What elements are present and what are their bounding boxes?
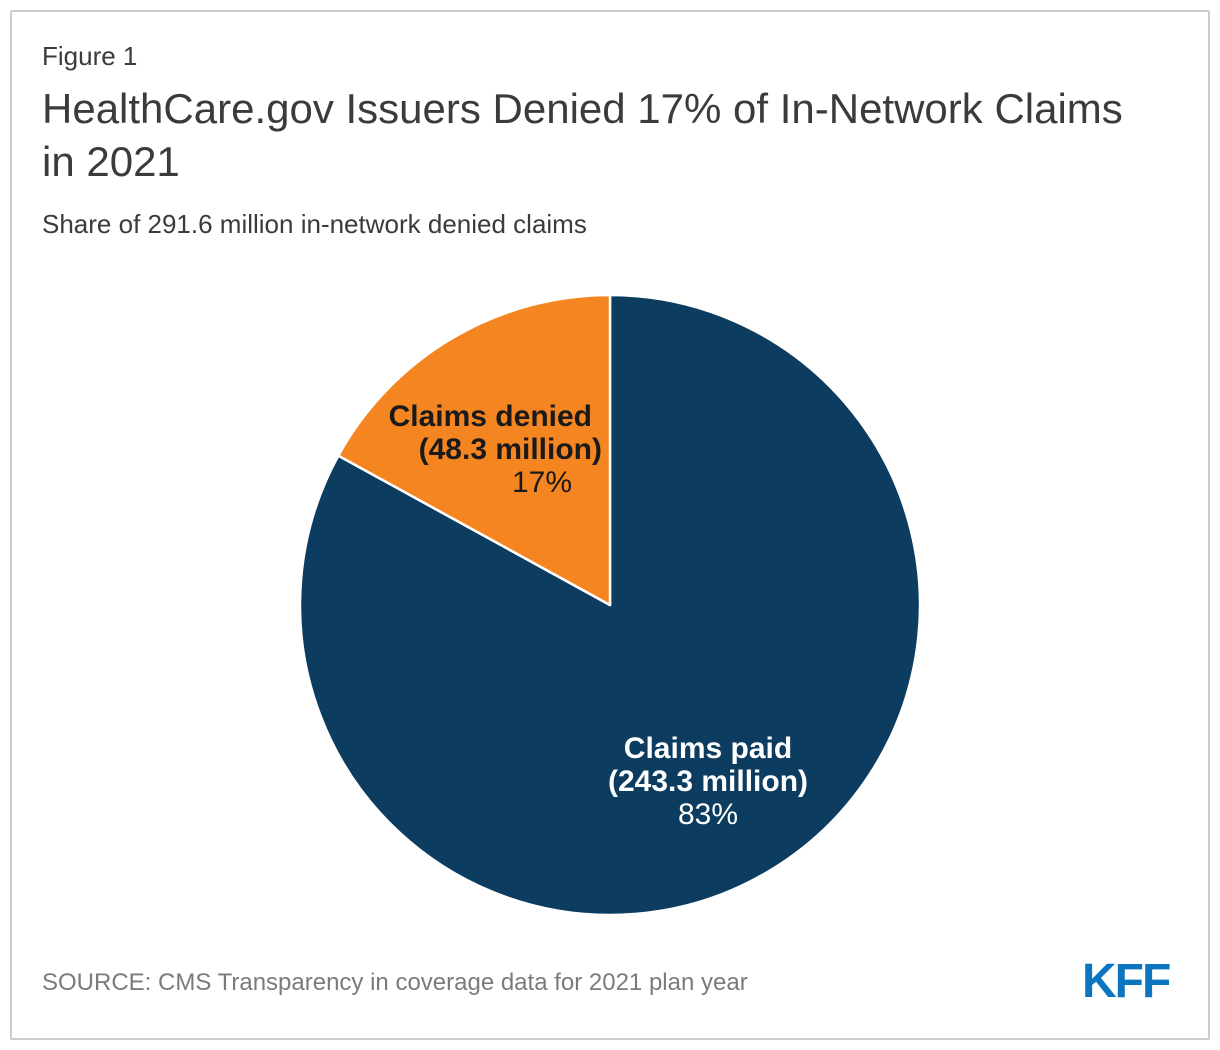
claims-paid-name: Claims paid — [623, 732, 793, 765]
claims-paid-percent: 83% — [677, 798, 739, 831]
figure-card: Figure 1 HealthCare.gov Issuers Denied 1… — [10, 10, 1210, 1040]
claims-denied-name: Claims denied — [388, 400, 592, 433]
kff-logo: KFF — [1082, 955, 1171, 1008]
figure-title: HealthCare.gov Issuers Denied 17% of In-… — [42, 85, 1123, 185]
claims-denied-detail: (48.3 million) — [418, 433, 602, 466]
slice-label-claims-paid: Claims paid (243.3 million) 83% — [538, 732, 878, 831]
source-note: SOURCE: CMS Transparency in coverage dat… — [42, 969, 748, 996]
pie-slice-claims-paid — [298, 293, 922, 917]
pie-slice-claims-denied — [337, 293, 612, 607]
slice-label-claims-denied: Claims denied (48.3 million) 17% — [338, 400, 602, 499]
claims-paid-detail: (243.3 million) — [607, 765, 809, 798]
pie-chart-svg — [298, 293, 922, 917]
figure-subtitle: Share of 291.6 million in-network denied… — [42, 209, 587, 239]
claims-denied-percent: 17% — [511, 466, 572, 499]
figure-number-label: Figure 1 — [42, 41, 138, 71]
